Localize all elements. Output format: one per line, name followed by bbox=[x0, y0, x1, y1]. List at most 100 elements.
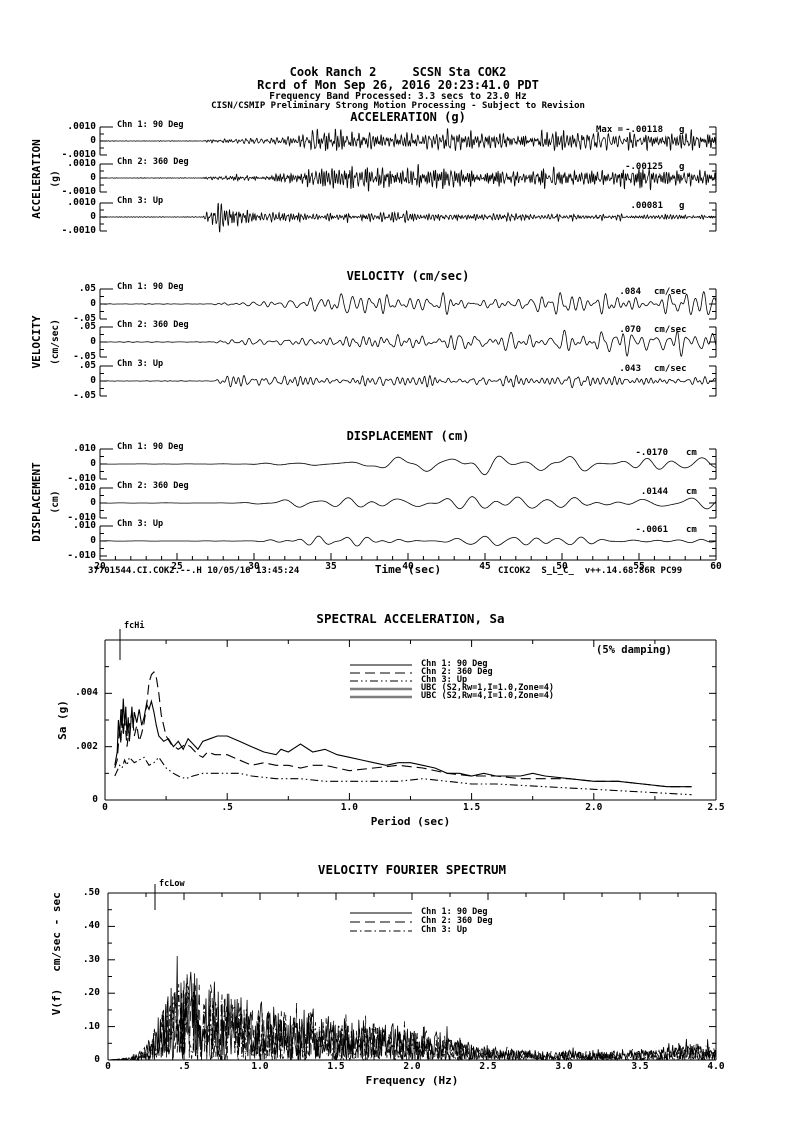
fs-x-tick-label: 0 bbox=[105, 1061, 111, 1072]
frequency-band-note: Frequency Band Processed: 3.3 secs to 23… bbox=[269, 91, 527, 102]
max-units: cm bbox=[686, 448, 697, 458]
y-tick-label: .0010 bbox=[67, 121, 96, 132]
legend-label: Chn 3: Up bbox=[421, 925, 468, 935]
legend-label: Chn 1: 90 Deg bbox=[421, 907, 488, 917]
legend-label: Chn 2: 360 Deg bbox=[421, 916, 493, 926]
legend-label: Chn 3: Up bbox=[421, 675, 468, 685]
y-tick-label: .010 bbox=[73, 520, 96, 531]
max-units: cm bbox=[686, 525, 697, 535]
max-value: -.00125 bbox=[625, 162, 663, 172]
max-units: cm bbox=[686, 487, 697, 497]
sa-x-tick-label: 0 bbox=[102, 802, 108, 813]
sa-x-tick-label: 1.5 bbox=[463, 802, 481, 813]
y-tick-label: .0010 bbox=[67, 158, 96, 169]
sa-x-tick-label: 2.5 bbox=[707, 802, 725, 813]
fs-y-tick-label: .30 bbox=[82, 953, 100, 965]
acceleration-section-title: ACCELERATION (g) bbox=[350, 110, 466, 124]
period-axis-label: Period (sec) bbox=[370, 815, 451, 828]
legend-label: Chn 1: 90 Deg bbox=[421, 659, 488, 669]
channel-label: Chn 3: Up bbox=[117, 519, 164, 529]
channel-label: Chn 1: 90 Deg bbox=[117, 120, 184, 130]
fs-y-tick-label: .10 bbox=[82, 1020, 100, 1032]
max-units: cm/sec bbox=[654, 364, 687, 374]
fs-y-tick-label: .20 bbox=[82, 987, 100, 999]
sa-x-tick-label: .5 bbox=[221, 802, 233, 813]
time-tick-label: 30 bbox=[248, 561, 260, 572]
max-prefix: Max = bbox=[596, 125, 624, 135]
max-units: cm/sec bbox=[654, 287, 687, 297]
y-tick-label: 0 bbox=[90, 172, 96, 183]
spectral-acceleration-title: SPECTRAL ACCELERATION, Sa bbox=[316, 611, 505, 626]
channel-label: Chn 2: 360 Deg bbox=[117, 481, 189, 491]
max-value: .00081 bbox=[630, 201, 663, 211]
time-tick-label: 25 bbox=[171, 561, 183, 572]
y-tick-label: -.010 bbox=[67, 473, 96, 484]
y-tick-label: -.010 bbox=[67, 512, 96, 523]
y-tick-label: .05 bbox=[78, 360, 96, 371]
max-value: -.0170 bbox=[635, 448, 668, 458]
fs-x-tick-label: 1.0 bbox=[251, 1061, 269, 1072]
max-value: .070 bbox=[619, 325, 641, 335]
y-tick-label: -.05 bbox=[73, 313, 96, 324]
y-tick-label: 0 bbox=[90, 211, 96, 222]
legend-label: UBC (S2,Rw=1,I=1.0,Zone=4) bbox=[421, 683, 555, 693]
waveform-acceleration-ch3 bbox=[100, 202, 717, 233]
y-tick-label: 0 bbox=[90, 375, 96, 386]
y-tick-label: 0 bbox=[90, 135, 96, 146]
time-tick-label: 60 bbox=[710, 561, 722, 572]
max-units: g bbox=[679, 201, 685, 211]
legend-label: Chn 2: 360 Deg bbox=[421, 667, 493, 677]
waveform-displacement-ch2 bbox=[100, 496, 717, 510]
fs-y-tick-label: 0 bbox=[94, 1054, 100, 1065]
fourier-curve-3 bbox=[107, 982, 717, 1062]
fs-x-tick-label: 4.0 bbox=[707, 1061, 725, 1072]
channel-label: Chn 2: 360 Deg bbox=[117, 157, 189, 167]
fs-y-tick-label: .40 bbox=[82, 920, 100, 932]
max-units: g bbox=[679, 125, 685, 135]
legend-label: UBC (S2,Rw=4,I=1.0,Zone=4) bbox=[421, 691, 555, 701]
waveform-acceleration-ch2 bbox=[100, 163, 717, 192]
waveform-acceleration-ch1 bbox=[100, 128, 717, 152]
fchi-label: fcHi bbox=[124, 621, 145, 631]
waveform-velocity-ch1 bbox=[100, 291, 717, 316]
y-tick-label: 0 bbox=[90, 458, 96, 469]
fourier-curve-2 bbox=[107, 973, 717, 1062]
frequency-axis-label: Frequency (Hz) bbox=[365, 1074, 459, 1087]
record-datetime: Rcrd of Mon Sep 26, 2016 20:23:41.0 PDT bbox=[257, 78, 539, 92]
max-units: g bbox=[679, 162, 685, 172]
max-value: .043 bbox=[619, 364, 641, 374]
sa-curve-1 bbox=[114, 698, 692, 788]
waveform-displacement-ch1 bbox=[100, 455, 717, 476]
channel-label: Chn 3: Up bbox=[117, 359, 164, 369]
fourier-spectrum-title: VELOCITY FOURIER SPECTRUM bbox=[317, 862, 507, 877]
sa-curve-3 bbox=[114, 756, 692, 796]
y-tick-label: 0 bbox=[90, 298, 96, 309]
sa-y-tick-label: 0 bbox=[92, 794, 98, 805]
time-tick-label: 50 bbox=[556, 561, 568, 572]
time-tick-label: 55 bbox=[633, 561, 645, 572]
time-tick-label: 35 bbox=[325, 561, 337, 572]
sa-x-tick-label: 2.0 bbox=[585, 802, 603, 813]
y-tick-label: 0 bbox=[90, 535, 96, 546]
y-tick-label: .010 bbox=[73, 443, 96, 454]
fs-x-tick-label: 2.0 bbox=[403, 1061, 421, 1072]
time-tick-label: 20 bbox=[94, 561, 106, 572]
y-tick-label: -.0010 bbox=[61, 186, 96, 197]
channel-label: Chn 2: 360 Deg bbox=[117, 320, 189, 330]
sa-curve-2 bbox=[114, 671, 692, 788]
max-value: -.00118 bbox=[625, 125, 663, 135]
time-tick-label: 45 bbox=[479, 561, 491, 572]
sa-x-tick-label: 1.0 bbox=[340, 802, 358, 813]
time-axis-label: Time (sec) bbox=[374, 563, 442, 576]
y-tick-label: -.05 bbox=[73, 351, 96, 362]
fs-x-tick-label: 1.5 bbox=[327, 1061, 345, 1072]
damping-annotation: (5% damping) bbox=[596, 644, 672, 656]
y-tick-label: 0 bbox=[90, 497, 96, 508]
channel-label: Chn 3: Up bbox=[117, 196, 164, 206]
velocity-section-title: VELOCITY (cm/sec) bbox=[346, 269, 470, 283]
fs-y-tick-label: .50 bbox=[82, 887, 100, 898]
fs-x-tick-label: .5 bbox=[178, 1061, 190, 1072]
y-tick-label: -.0010 bbox=[61, 225, 96, 236]
time-tick-label: 40 bbox=[402, 561, 414, 572]
